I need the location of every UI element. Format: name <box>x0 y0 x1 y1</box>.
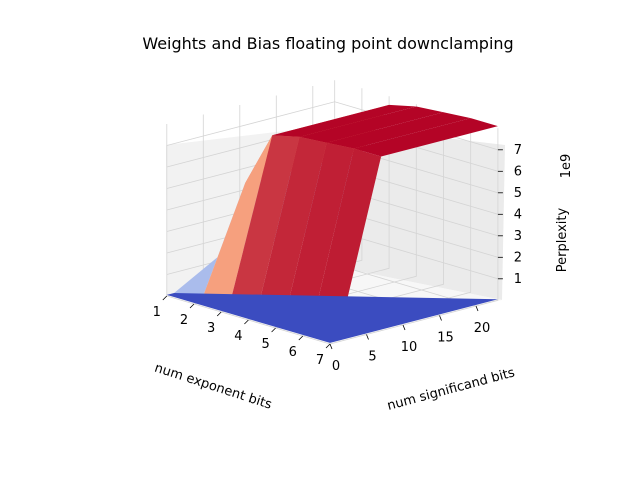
x-tick-label: 2 <box>180 313 188 328</box>
z-axis-label: Perplexity <box>555 207 570 272</box>
x-tick-mark <box>244 319 249 325</box>
x-tick-label: 6 <box>289 345 297 360</box>
x-tick-label: 1 <box>153 305 161 320</box>
surface-patch-edge <box>174 183 246 302</box>
surface-floor <box>166 293 498 343</box>
x-tick-label: 4 <box>234 329 242 344</box>
y-tick-mark <box>475 305 479 312</box>
y-tick-label: 15 <box>437 331 454 346</box>
y-tick-label: 20 <box>474 321 491 336</box>
surface-patch-high <box>326 112 471 149</box>
z-tick-label: 2 <box>514 250 522 265</box>
y-tick-label: 5 <box>368 350 376 365</box>
z-tick-label: 1 <box>514 272 522 287</box>
surface-patch-edge <box>228 135 300 318</box>
surface-patch-edge <box>310 148 382 342</box>
x-tick-label: 7 <box>316 353 324 368</box>
x-tick-label: 3 <box>207 321 215 336</box>
x-tick-label: 5 <box>261 337 269 352</box>
y-tick-mark <box>366 334 369 340</box>
x-gridline <box>329 128 499 345</box>
z-tick-label: 4 <box>514 207 522 222</box>
surface-patch-edge <box>255 136 327 326</box>
surface-patch-edge <box>282 142 354 334</box>
surface-patch-edge <box>201 135 273 310</box>
y-tick-label: 10 <box>401 340 418 355</box>
y-tick-mark <box>402 324 406 331</box>
x-tick-mark <box>298 335 304 341</box>
x-tick-mark <box>162 295 168 301</box>
chart-title: Weights and Bias floating point downclam… <box>142 34 513 53</box>
y-tick-mark <box>439 315 442 321</box>
z-tick-label: 5 <box>514 186 522 201</box>
z-offset-label: 1e9 <box>559 154 574 179</box>
surface-patch-high <box>299 106 444 143</box>
y-tick-label: 0 <box>332 359 340 374</box>
x-axis-label: num exponent bits <box>153 361 274 413</box>
y-tick-mark <box>329 343 333 350</box>
x-tick-mark <box>271 327 276 333</box>
z-tick-label: 7 <box>514 143 522 158</box>
z-tick-label: 3 <box>514 229 522 244</box>
y-axis-label: num significand bits <box>386 365 517 414</box>
z-tick-label: 6 <box>514 164 522 179</box>
surface-patch-high <box>353 118 498 157</box>
x-tick-mark <box>189 303 195 309</box>
x-tick-mark <box>325 343 331 349</box>
x-tick-mark <box>216 311 222 317</box>
surface-patch-high <box>272 104 417 137</box>
surface <box>166 104 498 343</box>
